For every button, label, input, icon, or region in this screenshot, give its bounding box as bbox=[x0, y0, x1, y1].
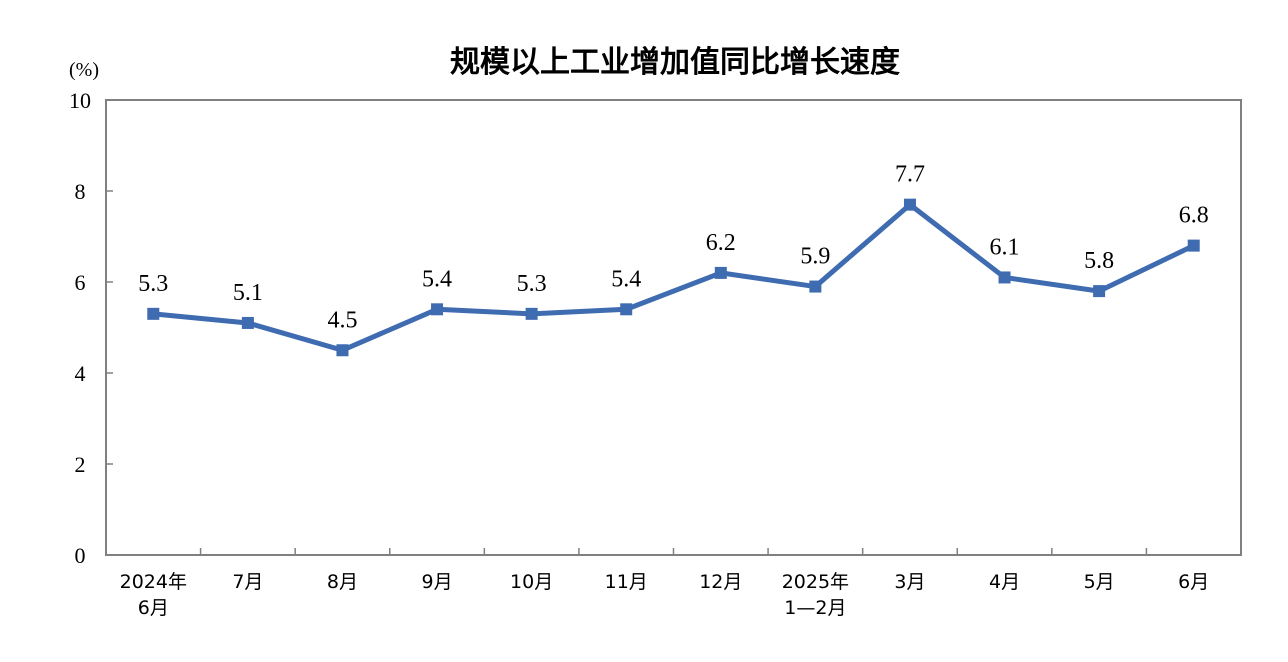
x-tick-label: 11月 bbox=[605, 571, 648, 593]
y-axis-unit-label: (%) bbox=[69, 59, 99, 81]
data-label: 6.1 bbox=[990, 234, 1020, 260]
data-point-marker bbox=[903, 198, 916, 211]
plot-area-frame bbox=[105, 99, 1242, 556]
x-tick-label: 5月 bbox=[1084, 571, 1115, 593]
x-tick-label: 7月 bbox=[232, 571, 263, 593]
data-series bbox=[147, 198, 1200, 357]
data-point-marker bbox=[1093, 285, 1106, 298]
x-tick-label: 2025年 1—2月 bbox=[782, 571, 849, 619]
data-point-marker bbox=[714, 266, 727, 279]
data-label: 6.8 bbox=[1179, 203, 1209, 229]
data-point-marker bbox=[1187, 239, 1200, 252]
data-labels: 5.3 5.1 4.5 5.4 5.3 5.4 6.2 5.9 7.7 6.1 5.8 6.8 bbox=[138, 162, 1208, 334]
x-tick-label: 2024年 6月 bbox=[120, 571, 187, 619]
data-point-marker bbox=[147, 307, 160, 320]
x-tick-label: 4月 bbox=[989, 571, 1020, 593]
data-point-marker bbox=[998, 271, 1011, 284]
y-tick-label: 2 bbox=[75, 452, 86, 477]
x-tick-label: 10月 bbox=[510, 571, 553, 593]
y-tick-label: 4 bbox=[75, 361, 86, 386]
data-label: 5.9 bbox=[800, 244, 830, 270]
data-label: 5.4 bbox=[611, 266, 641, 292]
x-tick-label: 6月 bbox=[1178, 571, 1209, 593]
data-point-marker bbox=[620, 303, 633, 316]
x-tick-label: 3月 bbox=[894, 571, 925, 593]
data-label: 4.5 bbox=[327, 307, 357, 333]
y-axis: 0 2 4 6 8 10 bbox=[69, 88, 113, 568]
data-label: 5.1 bbox=[233, 280, 263, 306]
data-label: 5.8 bbox=[1084, 248, 1114, 274]
y-tick-label: 8 bbox=[75, 179, 86, 204]
data-point-marker bbox=[241, 316, 254, 329]
x-tick-label: 9月 bbox=[421, 571, 452, 593]
chart-title: 规模以上工业增加值同比增长速度 bbox=[450, 45, 900, 80]
data-point-marker bbox=[431, 303, 444, 316]
data-point-marker bbox=[336, 344, 349, 357]
x-axis: 2024年 6月 7月 8月 9月 10月 11月 12月 2025年 1—2月 3月 4月 5月 6月 bbox=[120, 548, 1209, 619]
data-label: 5.4 bbox=[422, 266, 452, 292]
y-tick-label: 10 bbox=[69, 88, 91, 113]
data-label: 5.3 bbox=[138, 271, 168, 297]
data-point-marker bbox=[809, 280, 822, 293]
data-label: 7.7 bbox=[895, 162, 925, 188]
y-tick-label: 6 bbox=[75, 270, 86, 295]
data-label: 6.2 bbox=[706, 230, 736, 256]
data-label: 5.3 bbox=[517, 271, 547, 297]
x-tick-label: 8月 bbox=[327, 571, 358, 593]
y-tick-label: 0 bbox=[75, 543, 86, 568]
series-line bbox=[153, 202, 1195, 353]
x-tick-label: 12月 bbox=[699, 571, 742, 593]
data-point-marker bbox=[525, 307, 538, 320]
